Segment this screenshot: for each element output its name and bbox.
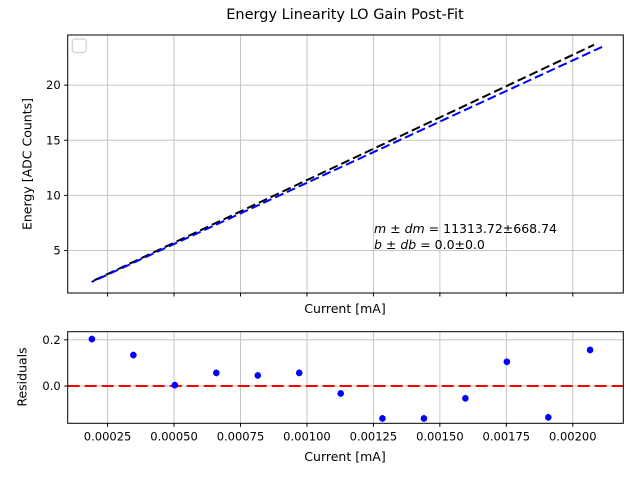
residual-point	[379, 415, 386, 422]
legend-box-empty	[71, 38, 87, 54]
top-xlabel: Current [mA]	[304, 301, 386, 316]
residual-point	[337, 390, 345, 397]
fit-line	[91, 45, 603, 283]
axes-spines	[67, 34, 624, 294]
y-tick-label: 0.2	[42, 333, 60, 347]
residual-point	[254, 372, 262, 379]
x-tick-label: 0.00125	[350, 429, 398, 443]
top-ylabel: Energy [ADC Counts]	[19, 97, 35, 231]
reference-line	[93, 43, 595, 282]
residual-point	[295, 369, 303, 377]
residual-point	[88, 335, 96, 343]
bottom-ylabel: Residuals	[14, 347, 30, 407]
x-tick-label: 0.00150	[416, 429, 464, 443]
annotation-line1-value: 11313.72±668.74	[443, 221, 557, 236]
annotation-line1-lhs: m ± dm =	[374, 221, 444, 236]
x-tick-label: 0.00175	[483, 429, 531, 443]
x-tick-label: 0.00100	[283, 429, 331, 443]
y-tick-label: 5	[53, 244, 60, 258]
residual-point	[462, 395, 469, 402]
bottom-xlabel: Current [mA]	[304, 449, 386, 464]
y-tick-label: 15	[46, 133, 61, 147]
annotation-line2: b ± db = 0.0±0.0	[374, 237, 557, 253]
residual-point	[130, 351, 137, 359]
residual-point	[503, 358, 511, 366]
x-tick-label: 0.00075	[217, 429, 265, 443]
chart-title: Energy Linearity LO Gain Post-Fit	[226, 7, 464, 23]
residual-point	[545, 413, 552, 421]
x-tick-label: 0.00200	[549, 429, 597, 443]
x-tick-label: 0.00050	[150, 429, 198, 443]
annotation-line1: m ± dm = 11313.72±668.74	[374, 221, 557, 237]
residual-point	[213, 369, 220, 377]
annotation-line2-lhs: b ± db =	[374, 236, 435, 252]
residual-point	[586, 346, 594, 354]
y-tick-label: 20	[46, 78, 61, 92]
fit-params-annotation: m ± dm = 11313.72±668.74 b ± db = 0.0±0.…	[374, 221, 557, 252]
axes-spines	[67, 331, 624, 424]
residual-point	[171, 381, 179, 389]
residual-point	[420, 415, 428, 422]
x-tick-label: 0.00025	[84, 429, 132, 443]
annotation-line2-value: 0.0±0.0	[434, 236, 485, 252]
y-tick-label: 10	[46, 188, 61, 202]
y-tick-label: 0.0	[42, 379, 60, 393]
